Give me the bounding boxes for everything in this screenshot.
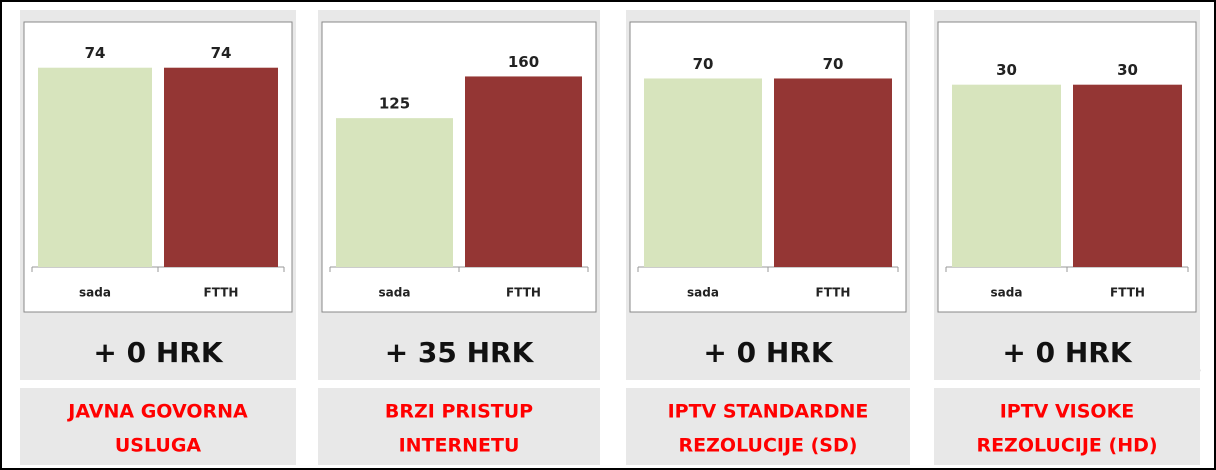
value-label: 70 — [823, 55, 844, 73]
value-label: 74 — [211, 44, 232, 62]
price-change: + 35 HRK — [385, 336, 535, 369]
value-label: 125 — [379, 95, 410, 113]
bar — [336, 118, 453, 268]
service-caption: JAVNA GOVORNA — [66, 401, 248, 423]
category-label: FTTH — [1110, 286, 1145, 300]
bar — [774, 78, 892, 268]
value-label: 160 — [508, 53, 539, 71]
value-label: 30 — [996, 61, 1017, 79]
panel-bottom — [626, 388, 910, 465]
category-label: sada — [991, 286, 1023, 300]
bar — [1073, 84, 1182, 267]
panel-bottom — [934, 388, 1200, 465]
service-caption: IPTV VISOKE — [1000, 401, 1135, 423]
service-caption: IPTV STANDARDNE — [668, 401, 869, 423]
category-label: sada — [687, 286, 719, 300]
service-caption: BRZI PRISTUP — [385, 401, 533, 423]
category-label: FTTH — [816, 286, 851, 300]
bar — [644, 78, 762, 268]
bar — [164, 67, 278, 267]
value-label: 74 — [85, 44, 106, 62]
bar — [952, 84, 1061, 267]
category-label: sada — [79, 286, 111, 300]
bar — [38, 67, 152, 267]
service-caption: INTERNETU — [399, 435, 520, 457]
panel-bottom — [318, 388, 600, 465]
category-label: sada — [379, 286, 411, 300]
price-change: + 0 HRK — [1002, 336, 1132, 369]
value-label: 30 — [1117, 61, 1138, 79]
service-caption: USLUGA — [115, 435, 202, 457]
price-change: + 0 HRK — [703, 336, 833, 369]
panel-bottom — [20, 388, 296, 465]
service-caption: REZOLUCIJE (HD) — [976, 435, 1157, 457]
value-label: 70 — [693, 55, 714, 73]
category-label: FTTH — [506, 286, 541, 300]
price-change: + 0 HRK — [93, 336, 223, 369]
bar — [465, 76, 582, 267]
category-label: FTTH — [204, 286, 239, 300]
service-caption: REZOLUCIJE (SD) — [679, 435, 858, 457]
